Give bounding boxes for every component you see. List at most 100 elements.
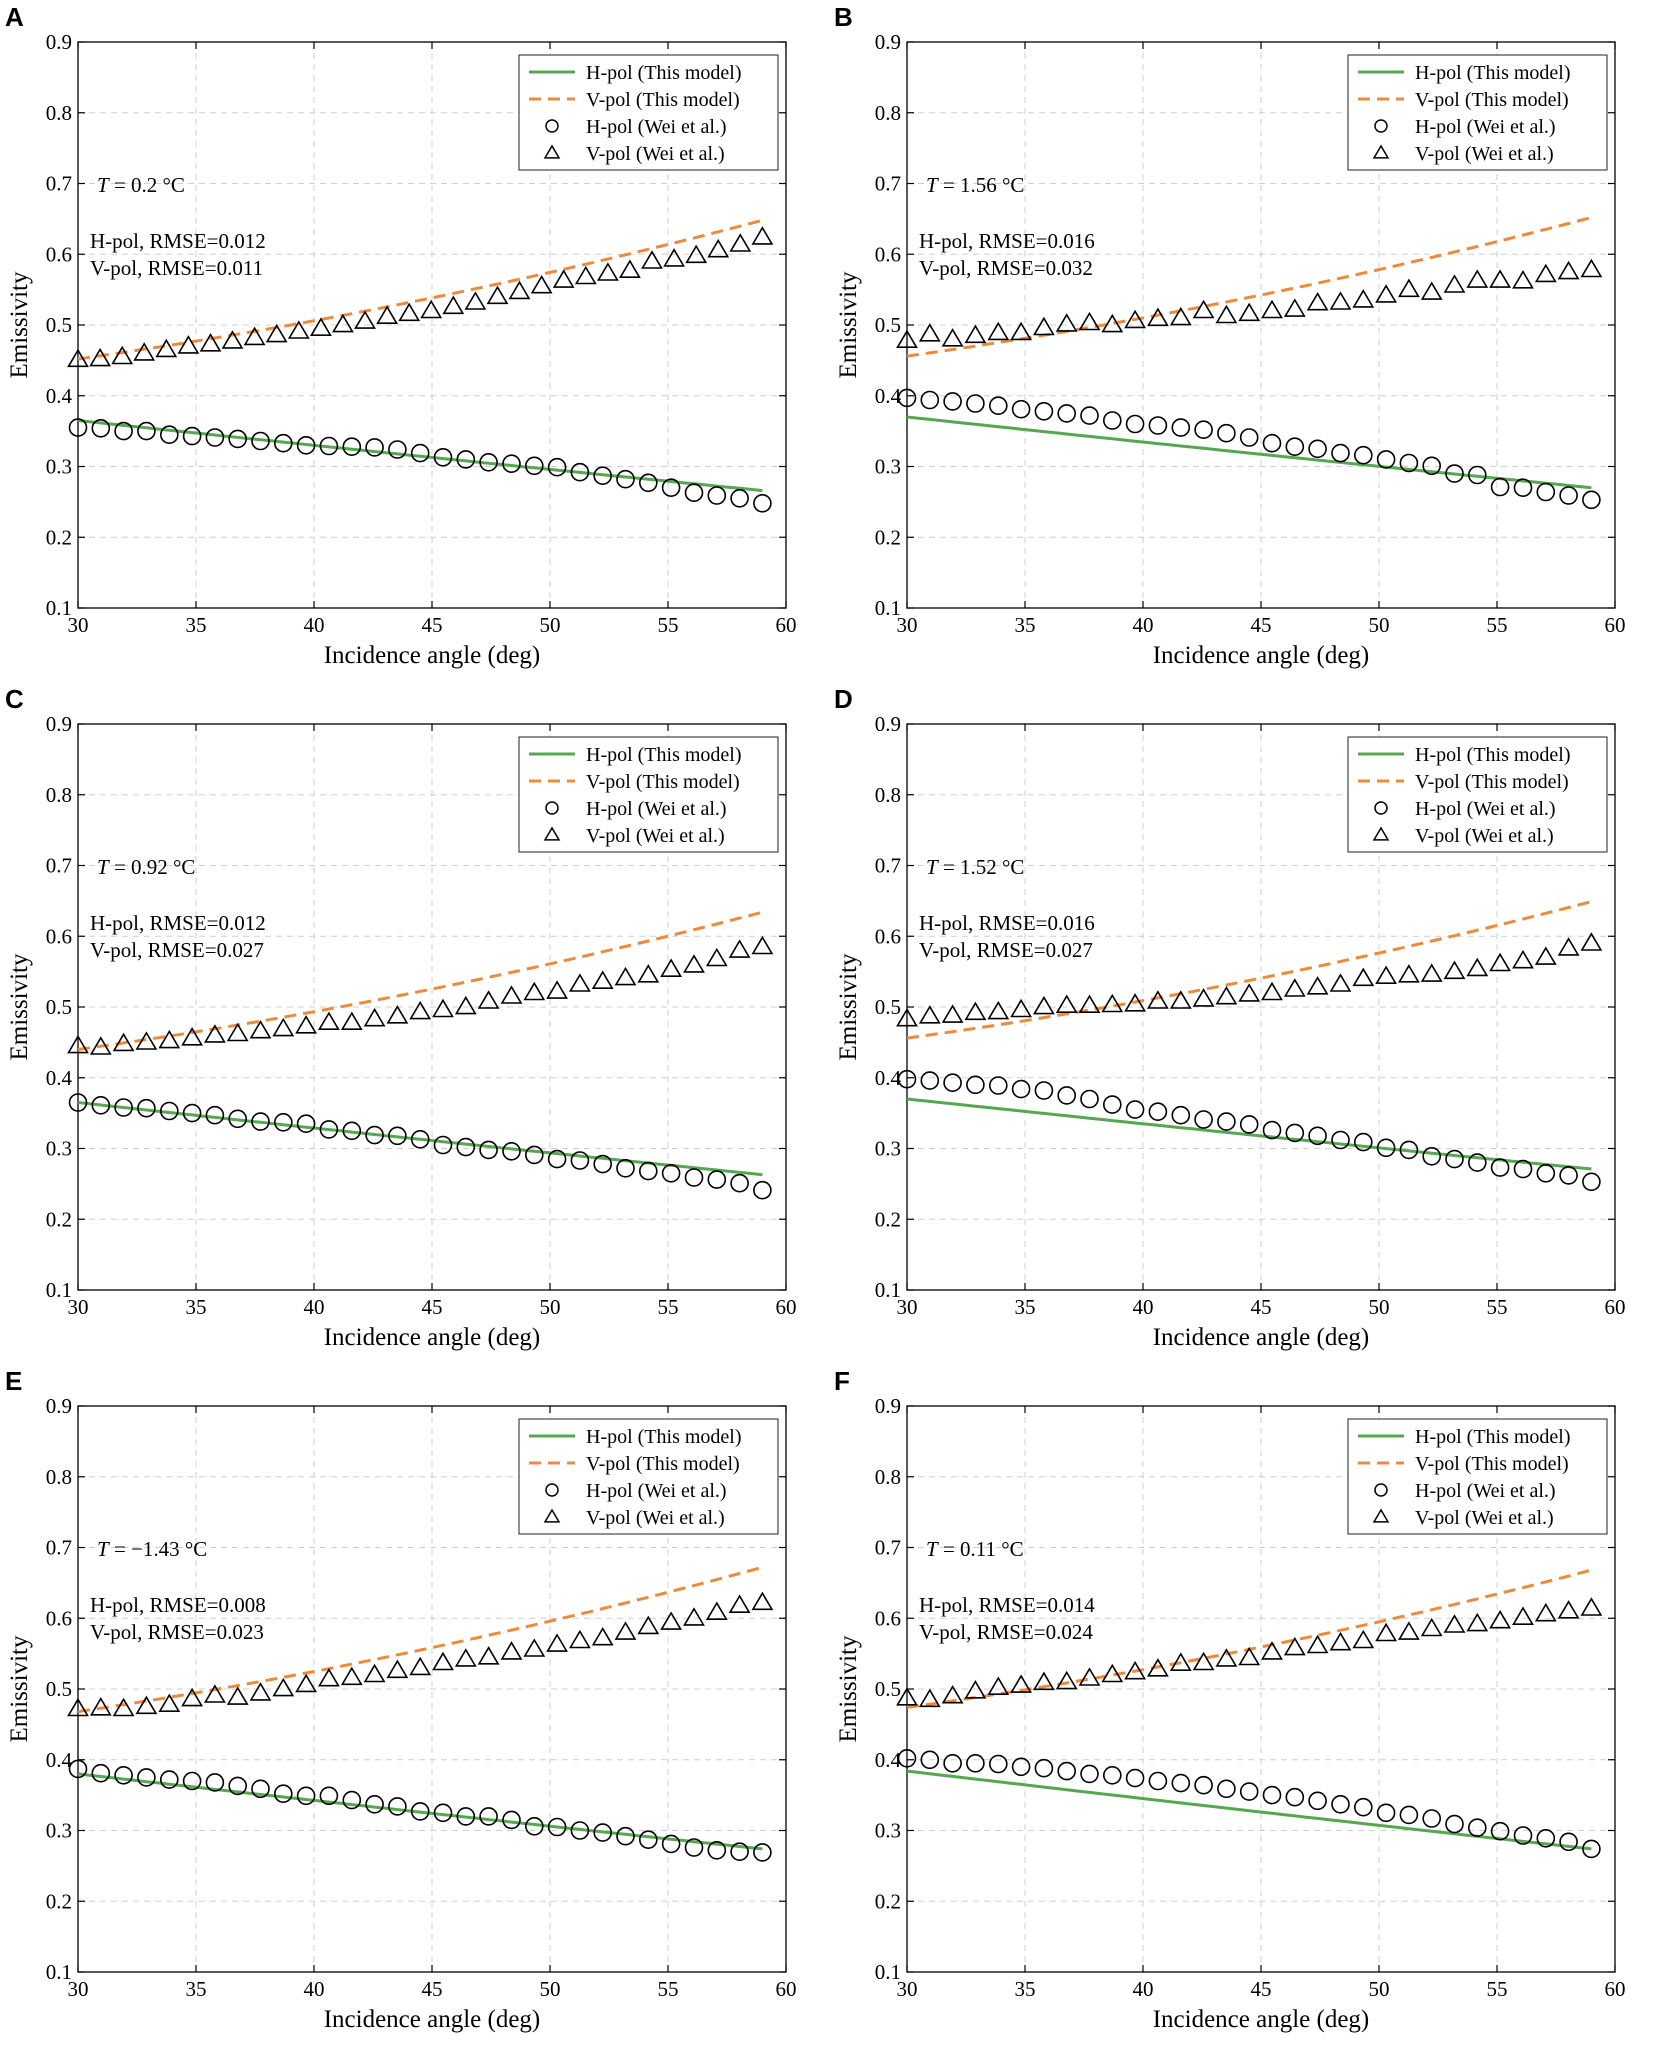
marker-obs-h (502, 454, 521, 474)
marker-obs-h (547, 457, 567, 477)
marker-obs-h (1490, 1821, 1510, 1841)
marker-obs-h (730, 488, 749, 508)
legend-label-obs-v: V-pol (Wei et al.) (586, 825, 725, 847)
marker-obs-v (158, 1693, 181, 1713)
marker-obs-v (398, 302, 421, 322)
marker-obs-h (160, 425, 179, 445)
y-tick-label: 0.1 (46, 1960, 72, 1984)
marker-obs-v (1534, 263, 1557, 283)
marker-obs-h (1011, 399, 1031, 419)
marker-obs-h (365, 438, 384, 457)
marker-obs-v (409, 1000, 432, 1020)
x-axis-label: Incidence angle (deg) (1153, 642, 1370, 669)
legend: H-pol (This model) V-pol (This model) H-po… (518, 736, 779, 853)
marker-obs-h (1148, 416, 1168, 435)
marker-obs-h (1217, 1112, 1236, 1131)
y-axis-label: Emissivity (835, 953, 862, 1060)
legend-swatch-obs-h (1374, 119, 1388, 133)
marker-obs-h (920, 1750, 940, 1770)
marker-obs-h (638, 1161, 658, 1181)
marker-obs-v (1557, 260, 1580, 280)
y-tick-label: 0.6 (46, 242, 72, 266)
marker-obs-v (1261, 299, 1283, 319)
y-tick-label: 0.5 (46, 995, 72, 1019)
temperature-equals: = (109, 1537, 131, 1561)
y-tick-label: 0.1 (875, 1278, 901, 1302)
y-tick-label: 0.2 (875, 1207, 901, 1231)
x-tick-label: 40 (304, 1295, 325, 1319)
marker-obs-h (570, 1151, 590, 1170)
marker-obs-v (135, 1031, 158, 1050)
x-tick-label: 55 (658, 1295, 679, 1319)
marker-obs-v (964, 324, 987, 344)
marker-obs-v (707, 238, 730, 258)
marker-obs-h (989, 1076, 1008, 1095)
marker-obs-h (684, 483, 704, 503)
marker-obs-h (433, 1803, 453, 1823)
marker-obs-v (1283, 298, 1306, 317)
marker-obs-h (616, 1826, 635, 1846)
chart-svg: F 30 35 40 45 50 55 60 0.1 0.2 0.3 0.4 0.5 0.6 0.7 0.8 0… (834, 1366, 1626, 2033)
temperature-equals: = (938, 855, 960, 879)
marker-obs-h (661, 478, 681, 498)
marker-obs-v (523, 981, 546, 1001)
marker-obs-v (1580, 1597, 1603, 1616)
marker-obs-v (1466, 269, 1489, 288)
marker-obs-h (1376, 1138, 1396, 1158)
marker-obs-v (1238, 1646, 1261, 1666)
legend: H-pol (This model) V-pol (This model) H-po… (1347, 1418, 1608, 1535)
marker-obs-h (638, 1830, 658, 1850)
marker-obs-h (897, 1748, 917, 1768)
x-tick-label: 40 (1133, 1295, 1154, 1319)
series-model-v-line (906, 900, 1592, 1040)
temperature-unit: °C (997, 173, 1025, 197)
marker-obs-v (1557, 937, 1580, 956)
marker-obs-h (68, 418, 88, 437)
chart-panel-e: E 30 35 40 45 50 55 60 0.1 0.2 0.3 0.4 0.5 0.6 0.7 0.8 0… (0, 1364, 829, 2046)
marker-obs-h (433, 447, 453, 467)
marker-obs-v (1352, 967, 1375, 987)
marker-obs-v (530, 275, 553, 294)
marker-obs-h (205, 428, 225, 447)
marker-obs-v (89, 347, 112, 367)
marker-obs-h (1262, 433, 1282, 453)
marker-obs-h (502, 1141, 521, 1161)
marker-obs-h (296, 1114, 316, 1134)
marker-obs-h (547, 1149, 567, 1169)
y-tick-label: 0.2 (46, 1889, 72, 1913)
y-tick-label: 0.6 (46, 1606, 72, 1630)
y-tick-label: 0.1 (46, 1278, 72, 1302)
marker-obs-v (1375, 965, 1398, 985)
series-model-v-line (77, 910, 763, 1051)
marker-obs-v (477, 990, 500, 1009)
marker-obs-v (454, 1648, 477, 1667)
marker-obs-v (112, 1032, 135, 1052)
y-tick-label: 0.4 (875, 384, 902, 408)
marker-obs-h (753, 493, 772, 513)
y-tick-label: 0.5 (46, 313, 72, 337)
marker-obs-h (1125, 1768, 1145, 1788)
legend-label-obs-v: V-pol (Wei et al.) (586, 143, 725, 165)
x-axis-label: Incidence angle (deg) (1153, 2006, 1370, 2033)
marker-obs-v (591, 970, 614, 990)
x-tick-label: 55 (1487, 613, 1508, 637)
marker-obs-v (683, 954, 705, 973)
marker-obs-h (137, 421, 156, 441)
series-model-h-line (906, 415, 1592, 490)
marker-obs-v (1580, 258, 1603, 278)
legend-label-obs-h: H-pol (Wei et al.) (1415, 116, 1556, 138)
marker-obs-v (896, 1007, 918, 1027)
temperature-symbol: T (926, 1537, 939, 1561)
legend-swatch-obs-v (543, 144, 561, 159)
marker-obs-h (1102, 411, 1122, 430)
marker-obs-v (1192, 299, 1215, 319)
marker-obs-v (464, 291, 487, 310)
x-tick-label: 50 (540, 1977, 561, 2001)
marker-obs-h (114, 421, 133, 441)
marker-obs-h (114, 1098, 133, 1117)
panel-label: B (834, 2, 853, 32)
marker-obs-v (1420, 1617, 1443, 1637)
panel-label: A (5, 2, 24, 32)
temperature-annotation: T = 0.2 °C (97, 173, 185, 197)
marker-obs-v (1192, 988, 1215, 1007)
